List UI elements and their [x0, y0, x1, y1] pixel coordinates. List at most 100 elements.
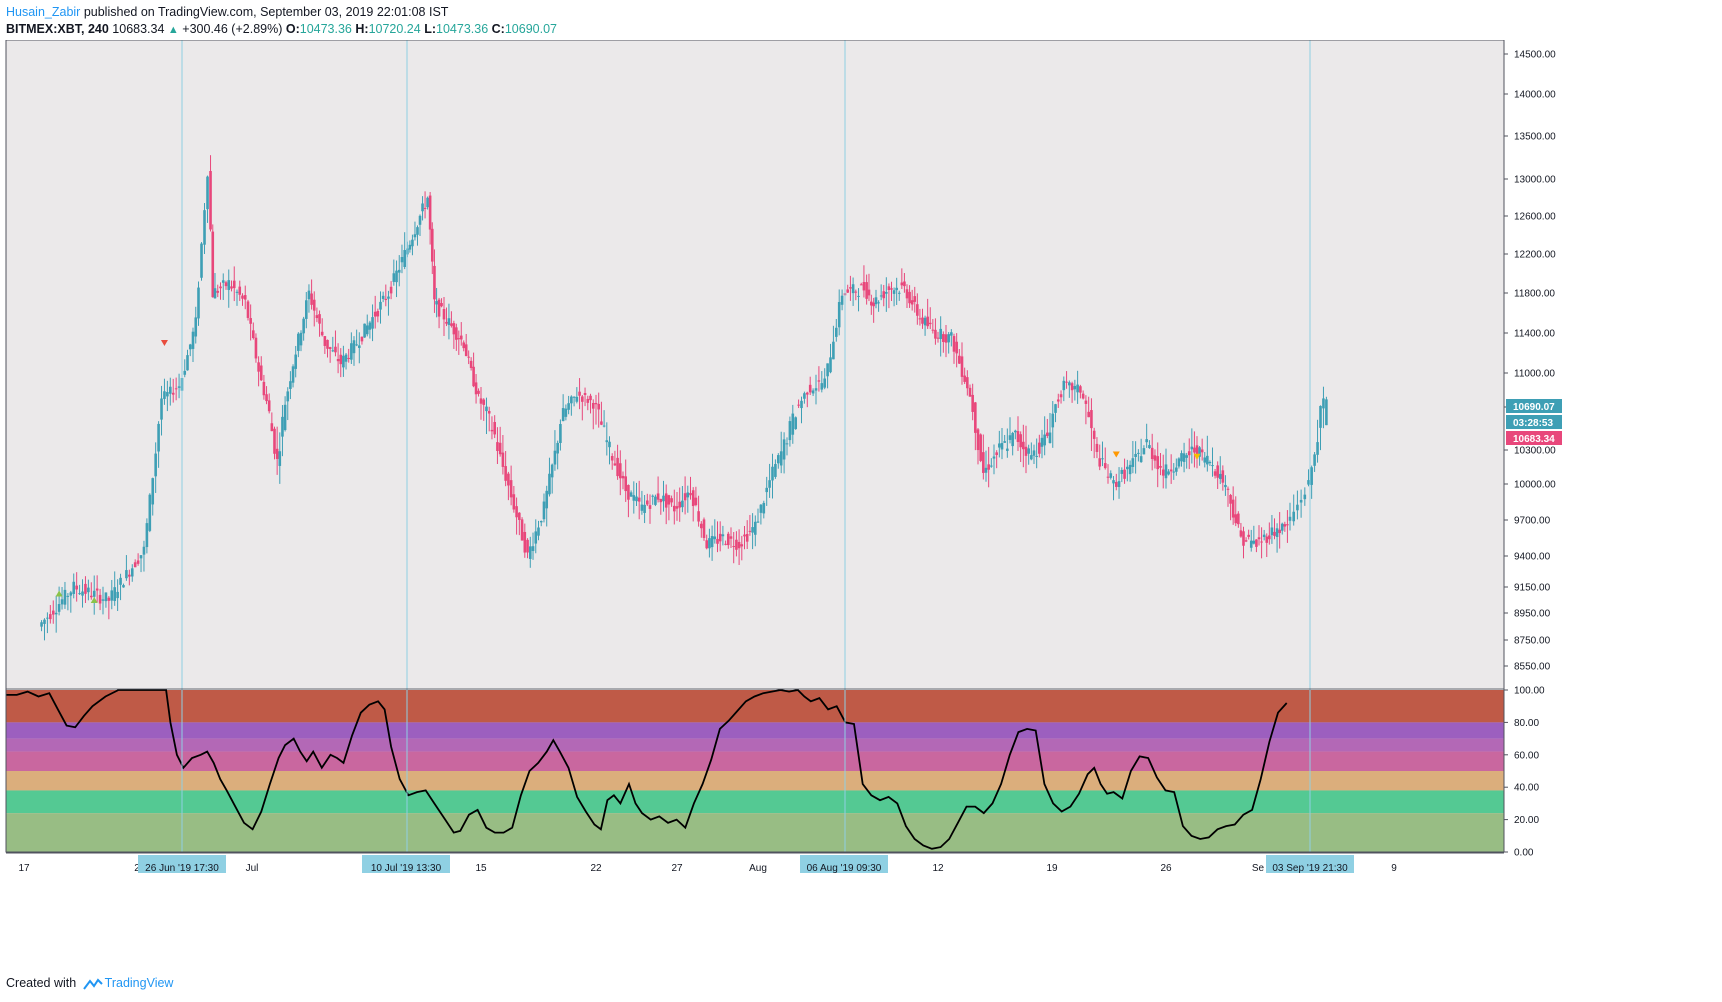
candle-body	[1161, 469, 1165, 476]
price-axis-label: 11400.00	[1514, 329, 1555, 340]
candle-body	[539, 520, 543, 523]
time-tag-label: 03 Sep '19 21:30	[1272, 863, 1348, 874]
candle-body	[646, 500, 649, 505]
ohlc-legend: BITMEX:XBT, 240 10683.34 ▲ +300.46 (+2.8…	[6, 22, 557, 36]
time-tag	[362, 855, 450, 873]
published-text: published on TradingView.com, September …	[83, 5, 449, 19]
candle-body	[72, 581, 76, 594]
candle-body	[1123, 469, 1126, 479]
candle-body	[445, 321, 448, 324]
candle-body	[785, 443, 789, 445]
time-axis-label: 27	[671, 863, 683, 874]
candle-body	[310, 293, 313, 305]
time-axis-label: 26	[1160, 863, 1172, 874]
price-axis-label: 13500.00	[1514, 132, 1556, 143]
candle-body	[748, 530, 752, 532]
candle-body	[318, 314, 321, 324]
candle-body	[213, 288, 217, 299]
candle-body	[1280, 523, 1284, 531]
candle-body	[232, 280, 236, 289]
candle-body	[1182, 453, 1186, 462]
candle-body	[69, 592, 73, 596]
candle-body	[702, 519, 706, 538]
candle-body	[1106, 476, 1110, 478]
candle-body	[1273, 531, 1276, 536]
candle-body	[421, 203, 424, 212]
candle-body	[610, 456, 614, 461]
candle-body	[1325, 399, 1328, 426]
candle-body	[745, 533, 749, 542]
price-pane[interactable]	[6, 40, 1504, 688]
candle-body	[903, 281, 906, 287]
candle-body	[259, 365, 263, 381]
candle-body	[1226, 488, 1230, 490]
candle-body	[952, 336, 956, 352]
candle-body	[209, 170, 212, 230]
candle-body	[1035, 455, 1038, 457]
candle-body	[482, 399, 486, 405]
candle-body	[1054, 404, 1057, 413]
candle-body	[613, 463, 617, 466]
candle-body	[464, 344, 468, 357]
candle-body	[882, 291, 886, 299]
tradingview-brand-link[interactable]: TradingView	[104, 976, 174, 990]
candle-body	[621, 475, 625, 479]
candle-body	[1216, 465, 1219, 478]
price-tag	[1506, 415, 1562, 429]
candle-body	[887, 286, 891, 290]
candle-body	[686, 492, 690, 498]
candle-body	[1296, 504, 1299, 511]
candle-body	[1239, 530, 1243, 537]
candle-body	[526, 539, 529, 553]
candle-body	[979, 434, 982, 461]
candle-body	[811, 390, 815, 394]
candle-body	[897, 292, 901, 294]
candle-body	[716, 538, 719, 544]
candle-body	[1051, 413, 1055, 428]
candle-body	[200, 243, 203, 278]
candle-body	[743, 534, 746, 537]
author-link[interactable]: Husain_Zabir	[6, 5, 81, 19]
time-tag	[1266, 855, 1354, 873]
candle-body	[1084, 400, 1088, 404]
chart-area[interactable]: 14500.00 14000.00 13500.00 13000.00 12600.00…	[0, 40, 1722, 970]
candle-body	[782, 439, 786, 460]
candle-body	[166, 392, 169, 397]
candle-body	[501, 452, 505, 467]
candle-body	[384, 298, 388, 301]
candle-body	[46, 617, 49, 619]
candle-body	[92, 590, 96, 597]
candle-body	[910, 300, 914, 305]
candle-body	[281, 416, 284, 437]
candle-body	[1079, 386, 1082, 393]
candle-body	[203, 210, 206, 245]
candle-body	[683, 493, 687, 501]
tradingview-logo-icon	[82, 978, 103, 990]
candle-body	[1213, 471, 1217, 476]
candle-body	[597, 403, 600, 410]
candle-body	[545, 490, 549, 509]
candle-body	[820, 383, 824, 390]
oscillator-zone	[6, 813, 1504, 852]
candle-body	[1252, 540, 1256, 544]
candle-body	[315, 315, 319, 319]
candle-body	[851, 284, 855, 294]
candle-body	[837, 302, 841, 328]
candle-body	[328, 347, 332, 349]
candle-body	[408, 244, 412, 250]
candle-body	[485, 406, 488, 412]
candle-body	[1003, 441, 1006, 443]
time-axis-label: 2	[134, 863, 140, 874]
candle-body	[472, 366, 475, 387]
candle-body	[583, 393, 587, 395]
candle-body	[252, 330, 255, 339]
open-label: O:	[285, 22, 300, 36]
candle-body	[635, 496, 638, 502]
candle-body	[216, 290, 220, 293]
candle-body	[275, 448, 279, 459]
candle-body	[1193, 447, 1196, 453]
candle-body	[817, 380, 821, 382]
candle-body	[754, 521, 757, 535]
candle-body	[1218, 473, 1222, 479]
candle-body	[273, 428, 276, 454]
